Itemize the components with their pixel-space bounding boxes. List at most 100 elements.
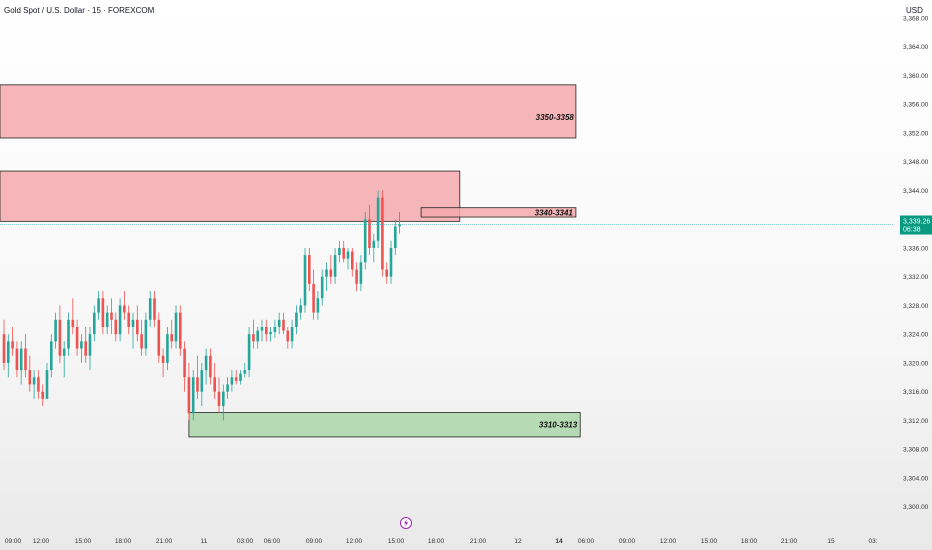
candle-body — [277, 319, 281, 327]
candle-body — [381, 197, 384, 270]
candle-body — [217, 391, 221, 407]
candle — [93, 305, 96, 342]
candle — [123, 291, 126, 320]
candle — [209, 348, 212, 385]
candle — [239, 370, 242, 385]
candle — [333, 247, 337, 284]
candle — [97, 291, 100, 320]
candle — [381, 190, 384, 277]
candle-body — [196, 377, 199, 392]
y-tick-label: 3,368.00 — [903, 16, 929, 23]
y-tick-label: 3,336.00 — [903, 245, 929, 252]
y-tick-label: 3,320.00 — [903, 360, 929, 367]
candle-body — [299, 305, 302, 313]
candle — [174, 305, 178, 349]
x-tick-label: 12:00 — [346, 538, 363, 545]
candle-body — [174, 312, 178, 342]
y-tick-label: 3,300.00 — [903, 504, 929, 511]
x-tick-label: 06:00 — [578, 538, 595, 545]
y-tick-label: 3,360.00 — [903, 73, 929, 80]
candle-body — [62, 348, 66, 356]
candle-body — [28, 370, 32, 385]
currency-label[interactable]: USD — [906, 6, 923, 15]
candle-body — [50, 341, 53, 371]
candle-body — [308, 255, 311, 284]
zone-label: 3340-3341 — [535, 208, 574, 217]
candle — [316, 291, 320, 320]
lightning-bolt-icon[interactable] — [400, 517, 412, 529]
candles-layer — [2, 190, 401, 421]
candle — [11, 326, 14, 356]
candle-body — [157, 319, 161, 356]
candle — [260, 319, 264, 342]
candle — [148, 291, 152, 327]
candle — [329, 255, 333, 284]
chart-title: Gold Spot / U.S. Dollar · 15 · FOREXCOM — [4, 6, 155, 15]
y-tick-label: 3,332.00 — [903, 274, 929, 281]
candle-body — [368, 219, 371, 248]
candle — [286, 326, 290, 349]
candle-body — [222, 391, 225, 407]
candle — [389, 240, 393, 284]
candle-body — [209, 355, 212, 378]
candle-body — [389, 247, 393, 277]
candle-body — [351, 251, 354, 270]
event-marker[interactable] — [400, 517, 412, 529]
candle — [179, 305, 182, 356]
x-tick-label: 18:00 — [115, 538, 132, 545]
lightning-bolt — [404, 519, 409, 527]
x-axis[interactable]: 09:00 12:00 15:00 18:00 21:00 11 03:00 06:00 09:… — [5, 538, 878, 545]
price-tag-bg — [900, 215, 932, 235]
candle — [37, 370, 40, 399]
candle-body — [385, 269, 388, 277]
candle-body — [24, 348, 27, 371]
candle — [269, 326, 272, 342]
zone-label: 3310-3313 — [539, 421, 578, 430]
x-tick-label: 09:00 — [619, 538, 636, 545]
candle-body — [136, 319, 139, 335]
candle — [19, 341, 23, 385]
candle-body — [114, 319, 118, 335]
candle — [157, 312, 161, 363]
x-tick-label: 15:00 — [388, 538, 405, 545]
candle — [226, 377, 229, 399]
candle-body — [376, 197, 380, 241]
candle — [71, 298, 75, 335]
candle-body — [325, 269, 328, 277]
candle — [277, 312, 281, 335]
x-tick-label: 12:00 — [660, 538, 677, 545]
candle-body — [191, 377, 195, 414]
y-tick-label: 3,304.00 — [903, 475, 929, 482]
candle-body — [303, 255, 307, 306]
candle — [105, 305, 109, 335]
y-tick-label: 3,324.00 — [903, 332, 929, 339]
candle-body — [118, 305, 122, 335]
candle-body — [312, 283, 315, 313]
candle-body — [204, 355, 208, 371]
candle-body — [346, 251, 350, 259]
candle-body — [15, 348, 19, 371]
candle-body — [84, 341, 87, 356]
candle — [385, 262, 388, 284]
y-axis[interactable]: 3,300.00 3,304.00 3,308.00 3,312.00 3,316.00… — [903, 16, 929, 512]
zone-label: 3350-3358 — [536, 113, 575, 122]
candle-body — [45, 370, 49, 399]
x-tick-label: 14 — [555, 538, 563, 545]
candle-body — [243, 370, 247, 374]
y-tick-label: 3,356.00 — [903, 102, 929, 109]
candle — [325, 262, 328, 292]
candle — [131, 312, 135, 349]
x-tick-label: 12:00 — [33, 538, 50, 545]
candle-body — [37, 377, 40, 392]
supply-zone — [420, 207, 577, 218]
candle — [101, 291, 105, 335]
candle-body — [273, 326, 277, 333]
candle-body — [247, 334, 251, 371]
candle-body — [170, 334, 173, 342]
candle-body — [127, 312, 130, 327]
candle — [372, 233, 376, 263]
candle-body — [359, 262, 363, 284]
candle — [368, 204, 371, 256]
zones-layer: 3350-3358 3340-3341 3310-3313 — [0, 84, 581, 438]
